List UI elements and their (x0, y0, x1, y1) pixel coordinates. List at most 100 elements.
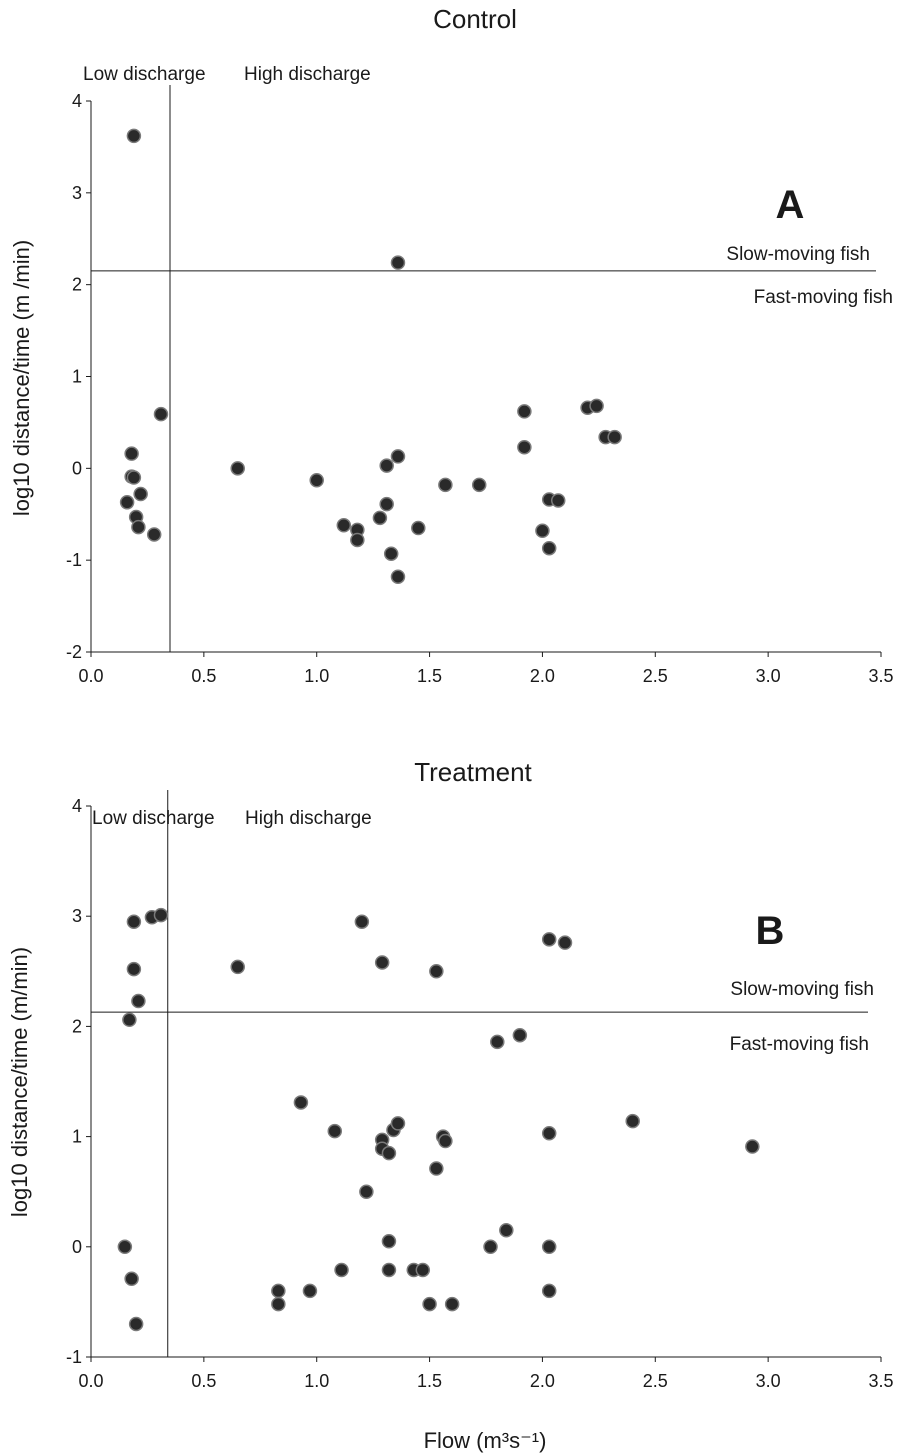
data-point (557, 935, 573, 950)
y-tick-label: 3 (72, 183, 82, 203)
data-point (122, 1012, 137, 1028)
data-point (334, 1262, 349, 1278)
data-point (517, 404, 532, 419)
low-discharge-label: Low discharge (92, 808, 215, 829)
y-tick-label: -1 (66, 1347, 82, 1367)
data-point (379, 496, 394, 512)
data-point (535, 523, 550, 539)
data-point (359, 1184, 374, 1199)
x-tick-label: 2.0 (530, 1371, 555, 1391)
fast-moving-fish-label: Fast-moving fish (754, 287, 893, 308)
data-point (131, 993, 146, 1009)
data-point (133, 486, 148, 502)
data-point (444, 1296, 460, 1312)
data-point (354, 914, 370, 929)
x-axis-label: Flow (m³s⁻¹) (424, 1428, 547, 1453)
data-point (415, 1262, 431, 1278)
y-axis-label: log10 distance/time (m /min) (9, 240, 34, 516)
data-point (438, 1133, 453, 1149)
slow-moving-fish-label: Slow-moving fish (726, 244, 870, 265)
x-tick-label: 2.0 (530, 666, 555, 686)
x-tick-label: 0.0 (78, 666, 103, 686)
y-tick-label: 3 (72, 906, 82, 926)
y-tick-label: 2 (72, 275, 82, 295)
x-tick-label: 3.0 (756, 666, 781, 686)
data-point (541, 1283, 557, 1299)
data-point (126, 128, 142, 144)
data-point (374, 955, 390, 970)
data-point (541, 1239, 557, 1255)
low-discharge-label: Low discharge (83, 64, 206, 85)
panel-letter: B (756, 909, 785, 953)
data-point (309, 473, 324, 488)
y-tick-label: 4 (72, 91, 82, 111)
data-point (381, 1145, 397, 1161)
x-tick-label: 2.5 (643, 1371, 668, 1391)
panel-control: Control log10 distance/time (m /min) Low… (9, 4, 894, 686)
x-tick-label: 0.5 (191, 1371, 216, 1391)
data-point (124, 1271, 139, 1287)
data-point (381, 1262, 397, 1278)
data-point (745, 1139, 760, 1154)
data-point (390, 569, 406, 584)
data-point (126, 961, 142, 977)
data-point (153, 406, 169, 422)
data-point (383, 546, 399, 561)
data-point (607, 429, 622, 445)
x-tick-label: 3.0 (756, 1371, 781, 1391)
y-tick-label: 0 (72, 1237, 82, 1257)
x-tick-label: 1.5 (417, 666, 442, 686)
data-point (499, 1223, 514, 1238)
y-tick-label: 0 (72, 458, 82, 478)
high-discharge-label: High discharge (245, 808, 372, 829)
panel-title: Treatment (414, 757, 532, 787)
data-point (471, 477, 487, 493)
x-tick-label: 0.0 (78, 1371, 103, 1391)
data-point (390, 255, 406, 270)
x-tick-label: 0.5 (191, 666, 216, 686)
data-point (302, 1283, 318, 1299)
data-point (517, 439, 532, 455)
x-tick-label: 2.5 (643, 666, 668, 686)
data-point (128, 1316, 144, 1332)
data-point (541, 540, 557, 556)
data-point (230, 959, 245, 975)
data-point (327, 1123, 343, 1139)
data-point (429, 964, 444, 979)
panel-title: Control (433, 4, 517, 34)
high-discharge-label: High discharge (244, 64, 371, 85)
data-point (625, 1113, 640, 1129)
y-axis-label: log10 distance/time (m/min) (7, 947, 32, 1217)
data-point (589, 398, 604, 414)
x-tick-label: 1.0 (304, 666, 329, 686)
y-tick-label: -1 (66, 550, 82, 570)
data-point (336, 518, 352, 533)
data-point (512, 1027, 528, 1043)
x-tick-label: 3.5 (868, 666, 893, 686)
data-point (124, 446, 139, 461)
y-tick-label: 1 (72, 367, 82, 387)
panel-letter: A (776, 183, 805, 227)
data-point (293, 1095, 309, 1110)
data-point (117, 1239, 133, 1255)
y-tick-label: 2 (72, 1016, 82, 1036)
data-point (379, 458, 394, 473)
data-point (422, 1296, 437, 1312)
data-point (429, 1161, 444, 1176)
data-point (381, 1234, 397, 1249)
y-tick-label: 4 (72, 796, 82, 816)
y-tick-label: -2 (66, 642, 82, 662)
x-tick-label: 3.5 (868, 1371, 893, 1391)
y-tick-label: 1 (72, 1127, 82, 1147)
data-point (483, 1239, 498, 1255)
data-point (271, 1283, 286, 1299)
data-point (372, 510, 388, 526)
data-point (350, 532, 365, 548)
fast-moving-fish-label: Fast-moving fish (730, 1034, 869, 1055)
data-point (126, 470, 142, 485)
slow-moving-fish-label: Slow-moving fish (730, 979, 874, 1000)
data-point (390, 1116, 406, 1131)
x-tick-label: 1.5 (417, 1371, 442, 1391)
data-point (146, 527, 162, 542)
